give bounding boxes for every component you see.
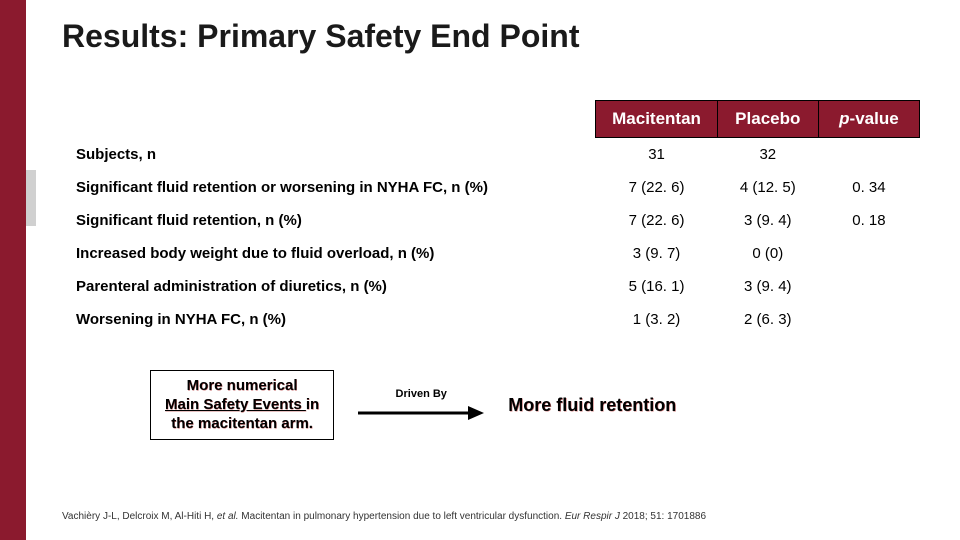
table-row: Significant fluid retention or worsening… xyxy=(70,171,920,204)
cell-pla: 4 (12. 5) xyxy=(717,171,818,204)
cell-pla: 2 (6. 3) xyxy=(717,303,818,336)
cell-mac: 5 (16. 1) xyxy=(596,270,717,303)
cell-p xyxy=(818,303,919,336)
cite-middle: Macitentan in pulmonary hypertension due… xyxy=(239,511,565,522)
table-row: Subjects, n 31 32 xyxy=(70,138,920,172)
row-label: Increased body weight due to fluid overl… xyxy=(70,237,596,270)
cell-p xyxy=(818,138,919,172)
cite-authors: Vachièry J-L, Delcroix M, Al-Hiti H, xyxy=(62,511,217,522)
row-label: Parenteral administration of diuretics, … xyxy=(70,270,596,303)
results-table-wrap: Macitentan Placebo p-value Subjects, n 3… xyxy=(70,100,920,336)
cell-p: 0. 34 xyxy=(818,171,919,204)
cite-tail: 2018; 51: 1701886 xyxy=(620,511,706,522)
cell-pla: 3 (9. 4) xyxy=(717,204,818,237)
table-header-row: Macitentan Placebo p-value xyxy=(70,101,920,138)
page-title: Results: Primary Safety End Point xyxy=(62,18,579,55)
table-row: Significant fluid retention, n (%) 7 (22… xyxy=(70,204,920,237)
arrow-wrap: Driven By xyxy=(356,388,486,422)
callout-right-text: More fluid retention xyxy=(508,395,676,416)
arrow-label: Driven By xyxy=(396,388,447,400)
cell-pla: 32 xyxy=(717,138,818,172)
callout-left-line2-tail: in xyxy=(306,396,319,413)
cell-mac: 31 xyxy=(596,138,717,172)
callout-left-box: More numerical Main Safety Events in the… xyxy=(150,370,334,440)
cell-mac: 1 (3. 2) xyxy=(596,303,717,336)
row-label: Significant fluid retention or worsening… xyxy=(70,171,596,204)
table-row: Worsening in NYHA FC, n (%) 1 (3. 2) 2 (… xyxy=(70,303,920,336)
cell-pla: 3 (9. 4) xyxy=(717,270,818,303)
callout-left-line1: More numerical xyxy=(165,377,319,396)
citation: Vachièry J-L, Delcroix M, Al-Hiti H, et … xyxy=(62,511,706,522)
cite-etal: et al. xyxy=(217,511,239,522)
col-placebo: Placebo xyxy=(717,101,818,138)
left-grey-notch xyxy=(26,170,36,226)
callout-left-line2: Main Safety Events in xyxy=(165,396,319,415)
cell-pla: 0 (0) xyxy=(717,237,818,270)
left-accent-bar xyxy=(0,0,26,540)
cell-p xyxy=(818,270,919,303)
row-label: Subjects, n xyxy=(70,138,596,172)
results-table: Macitentan Placebo p-value Subjects, n 3… xyxy=(70,100,920,336)
arrow-icon xyxy=(356,404,486,422)
callout-left-line3: the macitentan arm. xyxy=(165,415,319,434)
cell-mac: 7 (22. 6) xyxy=(596,171,717,204)
row-label: Significant fluid retention, n (%) xyxy=(70,204,596,237)
table-row: Parenteral administration of diuretics, … xyxy=(70,270,920,303)
cell-mac: 7 (22. 6) xyxy=(596,204,717,237)
cite-journal: Eur Respir J xyxy=(565,511,620,522)
header-blank xyxy=(70,101,596,138)
row-label: Worsening in NYHA FC, n (%) xyxy=(70,303,596,336)
callout-row: More numerical Main Safety Events in the… xyxy=(150,370,676,440)
cell-p xyxy=(818,237,919,270)
cell-p: 0. 18 xyxy=(818,204,919,237)
cell-mac: 3 (9. 7) xyxy=(596,237,717,270)
col-macitentan: Macitentan xyxy=(596,101,717,138)
table-row: Increased body weight due to fluid overl… xyxy=(70,237,920,270)
callout-left-line2-ul: Main Safety Events xyxy=(165,396,306,413)
col-pvalue: p-value xyxy=(818,101,919,138)
